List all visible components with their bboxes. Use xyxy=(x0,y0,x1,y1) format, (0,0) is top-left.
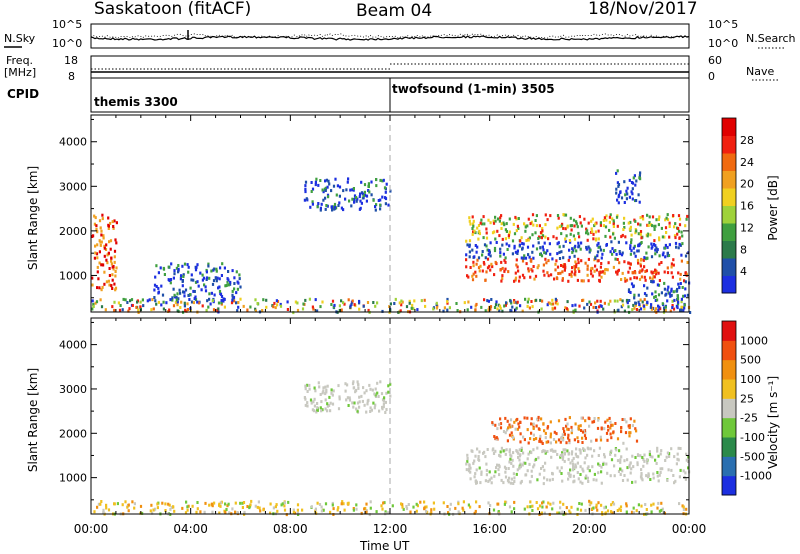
time-tick-label: 16:00 xyxy=(472,522,507,536)
freq-left-label-1: Freq. xyxy=(6,54,34,67)
power-ytick-label-3000: 3000 xyxy=(59,180,87,193)
noise-left-tick-bottom: 10^0 xyxy=(52,37,83,50)
power-colorbar-label-24: 24 xyxy=(740,156,754,169)
velocity-colorbar-label-1000: 1000 xyxy=(740,334,768,347)
beam-title: Beam 04 xyxy=(356,1,433,21)
power-echo-mid-band xyxy=(465,239,690,261)
velocity-colorbar-swatch xyxy=(722,359,736,380)
velocity-ytick-label-1000: 1000 xyxy=(59,472,87,485)
power-colorbar-swatch xyxy=(722,205,736,224)
velocity-colorbar-label--100: -100 xyxy=(740,431,765,444)
power-colorbar-swatch xyxy=(722,118,736,136)
time-tick-label: 12:00 xyxy=(373,522,408,536)
power-ytick-label-4000: 4000 xyxy=(59,136,87,149)
velocity-colorbar-swatch xyxy=(722,398,736,419)
freq-left-tick-top: 18 xyxy=(64,54,78,67)
noise-sky-trace xyxy=(90,35,690,41)
velocity-colorbar-swatch xyxy=(722,379,736,399)
power-echo-midnight-streak xyxy=(153,262,242,305)
noise-right-label: N.Search xyxy=(746,32,796,45)
power-colorbar-label-4: 4 xyxy=(740,265,747,278)
noise-right-tick-bottom: 10^0 xyxy=(708,37,739,50)
power-colorbar-label-12: 12 xyxy=(740,221,754,234)
power-colorbar-frame xyxy=(721,117,737,294)
velocity-ytick-label-3000: 3000 xyxy=(59,383,87,396)
freq-right-tick-top: 60 xyxy=(708,54,722,67)
power-colorbar-label-20: 20 xyxy=(740,178,754,191)
velocity-colorbar-swatch xyxy=(722,475,736,496)
cpid-label: CPID xyxy=(7,87,40,101)
velocity-colorbar-label--500: -500 xyxy=(740,450,765,463)
freq-left-tick-bottom: 8 xyxy=(68,70,75,83)
power-colorbar-swatch xyxy=(722,258,736,276)
power-echo-late-near-range xyxy=(626,280,691,310)
velocity-colorbar-swatch xyxy=(722,340,736,361)
noise-panel-frame xyxy=(90,23,690,49)
velocity-colorbar-label-100: 100 xyxy=(740,373,761,386)
noise-left-tick-top: 10^5 xyxy=(52,18,83,31)
power-colorbar-swatch xyxy=(722,240,736,259)
noise-left-label: N.Sky xyxy=(4,32,36,45)
power-ytick-label-1000: 1000 xyxy=(59,269,87,282)
power-colorbar-label-28: 28 xyxy=(740,134,754,147)
power-colorbar-swatch xyxy=(722,135,736,154)
noise-search-trace xyxy=(90,33,690,39)
velocity-ytick-label-4000: 4000 xyxy=(59,339,87,352)
power-colorbar-swatch xyxy=(722,223,736,241)
time-xlabel: Time UT xyxy=(360,539,410,553)
station-title: Saskatoon (fitACF) xyxy=(94,0,252,19)
velocity-colorbar-swatch xyxy=(722,321,736,341)
freq-panel-frame xyxy=(90,55,690,79)
freq-left-label-2: [MHz] xyxy=(4,66,37,79)
power-colorbar-swatch xyxy=(722,153,736,171)
velocity-colorbar-swatch xyxy=(722,456,736,477)
velocity-colorbar-label-25: 25 xyxy=(740,392,754,405)
velocity-ytick-label-2000: 2000 xyxy=(59,427,87,440)
power-echo-near-range-ground-scatter xyxy=(91,297,692,315)
date-title: 18/Nov/2017 xyxy=(588,0,698,19)
velocity-colorbar-swatch xyxy=(722,437,736,457)
power-echo-lower-band xyxy=(465,257,689,283)
power-colorbar-swatch xyxy=(722,170,736,189)
power-colorbar-label-16: 16 xyxy=(740,200,754,213)
freq-right-label: Nave xyxy=(746,65,775,78)
velocity-echo-ground-scatter xyxy=(93,499,688,517)
velocity-echo-upper-band xyxy=(491,415,639,445)
freq-right-tick-bottom: 0 xyxy=(708,70,715,83)
time-tick-label: 08:00 xyxy=(273,522,308,536)
power-echo-dusk-patch xyxy=(615,169,642,205)
velocity-colorbar-label-500: 500 xyxy=(740,354,761,367)
power-echo-upper-band xyxy=(465,213,689,243)
velocity-colorbar-swatch xyxy=(722,417,736,438)
velocity-echo-range-2700-3200-patch xyxy=(303,380,392,414)
time-tick-label: 04:00 xyxy=(173,522,208,536)
power-ytick-label-2000: 2000 xyxy=(59,225,87,238)
velocity-colorbar-label--25: -25 xyxy=(740,412,758,425)
time-tick-label: 20:00 xyxy=(572,522,607,536)
time-tick-label: 00:00 xyxy=(74,522,109,536)
power-colorbar-label-8: 8 xyxy=(740,243,747,256)
noise-right-tick-top: 10^5 xyxy=(708,18,739,31)
power-colorbar-swatch xyxy=(722,275,736,294)
velocity-colorbar-frame xyxy=(721,320,737,496)
velocity-echo-lower-grey-band xyxy=(465,446,691,486)
power-echo-early-echo xyxy=(91,213,118,292)
velocity-colorbar-label--1000: -1000 xyxy=(740,470,772,483)
cpid-program-1: themis 3300 xyxy=(94,95,178,109)
velocity-panel-frame xyxy=(90,317,690,515)
cpid-program-2: twofsound (1-min) 3505 xyxy=(392,82,555,96)
power-echo-range-2700-3200-patch xyxy=(303,177,392,212)
time-tick-label: 00:00 xyxy=(672,522,707,536)
power-colorbar-swatch xyxy=(722,188,736,206)
